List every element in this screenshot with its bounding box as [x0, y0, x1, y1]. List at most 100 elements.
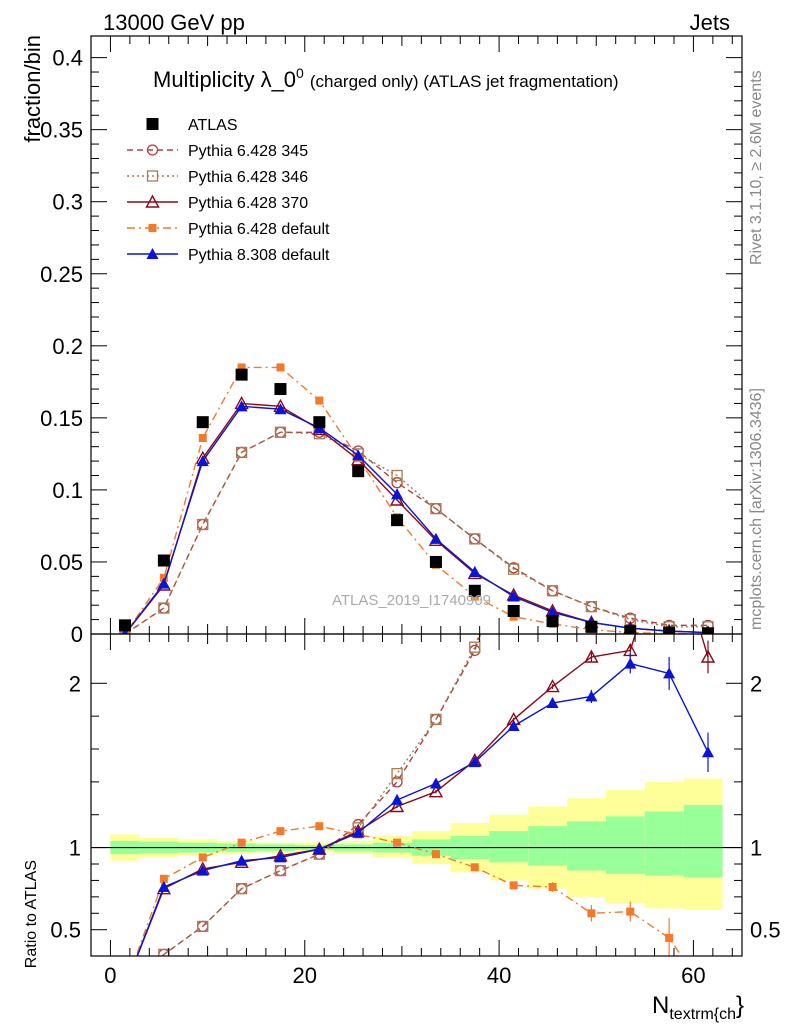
- point-p8: [235, 400, 248, 412]
- point-atlas: [663, 626, 676, 634]
- ratio-point-p345: [391, 776, 403, 788]
- series-p8: [121, 400, 713, 634]
- ratio-point-p346: [274, 864, 287, 877]
- legend-entry-p370: Pythia 6.428 370: [127, 194, 308, 212]
- series-line-p345: [124, 431, 708, 634]
- legend-entry-p346: Pythia 6.428 346: [127, 169, 308, 186]
- ratio-point-p8: [235, 854, 248, 866]
- chart-title: Multiplicity λ_00 (charged only) (ATLAS j…: [153, 65, 619, 92]
- band-inner-bin: [683, 804, 723, 878]
- ratio-point-p345: [469, 644, 481, 657]
- ratio-point-pdef6: [237, 838, 246, 847]
- point-p345: [197, 518, 209, 531]
- x-axis-label: Ntextrm{ch}: [652, 992, 744, 1023]
- point-atlas: [274, 383, 287, 396]
- point-p345: [391, 477, 403, 489]
- ratio-point-p370: [700, 649, 716, 663]
- point-p8: [546, 606, 559, 618]
- point-p346: [430, 502, 442, 515]
- legend: ATLAS Pythia 6.428 345 Pythia 6.428 346 Pyt…: [127, 117, 330, 264]
- ratio-point-p8: [585, 690, 598, 702]
- legend-label-p8: Pythia 8.308 default: [188, 247, 330, 264]
- mcplots-text: mcplots.cern.ch [arXiv:1306.3436]: [748, 388, 765, 630]
- lower-ylabel: Ratio to ATLAS: [23, 860, 40, 968]
- x-tick-label: 20: [293, 963, 317, 988]
- ratio-line-pdef6: [135, 825, 683, 956]
- x-tick-label: 40: [487, 963, 511, 988]
- x-tick-label: 60: [681, 963, 705, 988]
- point-pdef6: [198, 434, 207, 443]
- ratio-point-p370: [584, 649, 599, 663]
- upper-ytick-label: 0.1: [52, 478, 83, 503]
- point-p346: [508, 563, 520, 575]
- ratio-point-pdef6: [431, 850, 440, 859]
- ratio-point-pdef6: [315, 822, 324, 831]
- point-p345: [585, 600, 598, 613]
- lower-panel: 0.5 0.51 12 20 20 40 60: [50, 521, 781, 988]
- point-atlas: [507, 604, 520, 617]
- lower-ytick-label: 2: [69, 671, 81, 696]
- point-atlas: [313, 416, 326, 429]
- x-axis-label-sub: textrm{ch: [669, 1006, 736, 1023]
- point-p346: [197, 518, 209, 531]
- band-inner-bin: [528, 826, 568, 866]
- point-p370: [389, 492, 405, 506]
- ratio-point-p345: [509, 530, 519, 540]
- series-atlas: [119, 368, 714, 634]
- point-p346: [158, 602, 170, 614]
- upper-ytick-label: 0.05: [40, 550, 83, 575]
- ratio-point-p370: [663, 521, 675, 532]
- legend-entry-p345: Pythia 6.428 345: [127, 143, 308, 160]
- point-p8: [507, 590, 520, 602]
- point-p346: [546, 585, 559, 597]
- point-pdef6: [237, 363, 246, 372]
- point-atlas: [196, 416, 209, 429]
- ratio-point-pdef6: [587, 909, 596, 918]
- ratio-point-p8: [663, 667, 676, 679]
- upper-ytick-label: 0.15: [40, 406, 83, 431]
- legend-label-p345: Pythia 6.428 345: [188, 143, 308, 160]
- upper-ytick-label: 0.25: [40, 262, 83, 287]
- ratio-point-p8: [313, 843, 326, 855]
- point-atlas: [546, 615, 559, 628]
- chart-title-sup: 0: [296, 65, 304, 81]
- header-left: 13000 GeV pp: [103, 10, 245, 35]
- legend-entry-atlas: ATLAS: [146, 117, 238, 134]
- ratio-point-pdef6: [159, 874, 168, 883]
- x-axis-label-suffix: }: [736, 992, 744, 1019]
- ratio-series-p8: [136, 653, 714, 956]
- point-p8: [391, 488, 404, 500]
- point-atlas: [352, 465, 365, 478]
- ratio-point-p8: [624, 657, 637, 669]
- ratio-line-p8: [136, 662, 709, 956]
- lower-ytick-label: 0.5: [50, 918, 81, 943]
- point-p346: [469, 533, 481, 545]
- ratio-point-pdef6: [626, 907, 635, 916]
- band-inner-bin: [644, 811, 684, 876]
- point-pdef6: [315, 396, 324, 405]
- ratio-point-pdef6: [665, 933, 674, 942]
- ratio-point-p346: [235, 882, 248, 895]
- band-inner-bin: [567, 821, 606, 871]
- ratio-point-p8: [701, 746, 714, 758]
- legend-entry-p8: Pythia 8.308 default: [127, 247, 330, 264]
- upper-ytick-label: 0.4: [52, 46, 83, 71]
- point-p8: [196, 455, 209, 467]
- point-atlas: [624, 625, 637, 634]
- ratio-point-p8: [429, 777, 442, 789]
- point-atlas: [585, 620, 598, 633]
- legend-label-p346: Pythia 6.428 346: [188, 169, 308, 186]
- legend-entry-pdef6: Pythia 6.428 default: [127, 221, 330, 238]
- upper-ytick-label: 0.3: [52, 190, 83, 215]
- ratio-point-p370: [389, 799, 405, 813]
- ratio-point-pdef6: [470, 863, 479, 872]
- ratio-point-p346: [509, 522, 519, 532]
- point-p8: [429, 532, 442, 544]
- ratio-point-p8: [468, 756, 481, 768]
- point-atlas: [429, 555, 442, 568]
- series-line-pdef6: [124, 366, 708, 634]
- legend-marker-p8: [146, 248, 159, 259]
- lower-ytick-label-right: 0.5: [750, 918, 781, 943]
- band-inner-bin: [605, 816, 645, 874]
